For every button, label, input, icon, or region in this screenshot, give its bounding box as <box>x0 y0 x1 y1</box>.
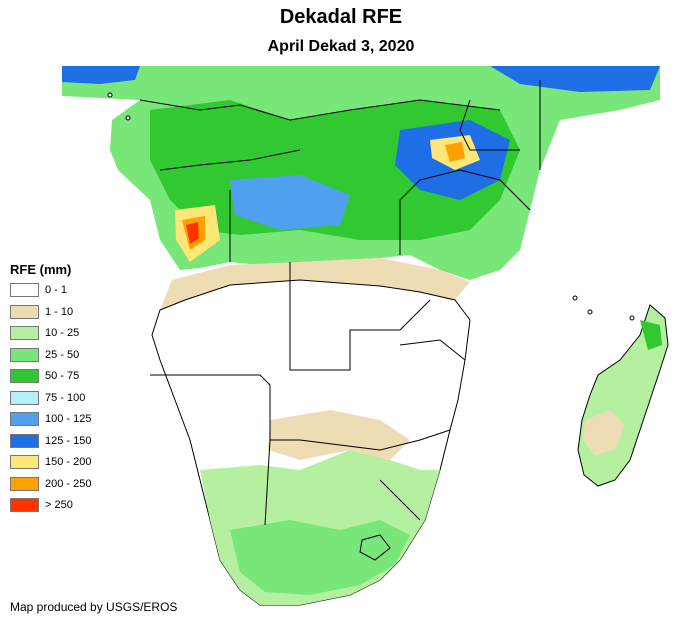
heavy-rain-zone-2 <box>230 175 350 230</box>
legend-label: 10 - 25 <box>45 327 80 339</box>
peak-rain-zone <box>186 222 199 244</box>
legend-swatch <box>10 476 39 491</box>
legend-swatch <box>10 433 39 448</box>
legend-label: > 250 <box>45 499 73 511</box>
country-borders <box>139 80 541 561</box>
legend-label: 125 - 150 <box>45 434 92 447</box>
legend-swatch <box>10 390 39 405</box>
dry-patch-south <box>268 410 410 460</box>
credit-text: Map produced by USGS/EROS <box>10 600 178 614</box>
legend-item: 200 - 250 <box>10 476 91 492</box>
map-title: Dekadal RFE <box>279 6 403 28</box>
legend-swatch <box>10 412 39 426</box>
small-islands <box>107 92 635 321</box>
legend-swatch <box>10 304 39 319</box>
legend-label: 25 - 50 <box>45 348 80 361</box>
wet-zone-south-core <box>230 520 410 595</box>
legend-item: 125 - 150 <box>10 433 91 449</box>
legend-label: 1 - 10 <box>45 305 74 318</box>
legend-swatch <box>10 498 39 512</box>
madagascar-dry-patch <box>583 410 625 455</box>
legend-swatch <box>10 369 39 383</box>
madagascar-wet-patch <box>640 320 662 350</box>
legend-title: RFE (mm) <box>10 262 72 277</box>
map-subtitle: April Dekad 3, 2020 <box>267 38 415 55</box>
legend-item: > 250 <box>10 497 73 513</box>
legend-label: 0 - 1 <box>45 284 68 296</box>
legend-swatch <box>10 326 39 340</box>
legend-label: 150 - 200 <box>45 456 92 468</box>
legend-label: 200 - 250 <box>45 477 92 490</box>
dry-transition-band <box>160 258 470 330</box>
legend-item: 75 - 100 <box>10 390 85 406</box>
legend-item: 50 - 75 <box>10 368 79 384</box>
legend-label: 75 - 100 <box>45 391 86 404</box>
legend-swatch <box>10 283 39 297</box>
legend-item: 100 - 125 <box>10 411 91 427</box>
legend-label: 50 - 75 <box>45 370 80 382</box>
legend-item: 10 - 25 <box>10 325 79 341</box>
legend-item: 0 - 1 <box>10 282 67 298</box>
legend-swatch <box>10 347 39 362</box>
legend-label: 100 - 125 <box>45 413 92 425</box>
legend-item: 150 - 200 <box>10 454 91 470</box>
legend-swatch <box>10 455 39 469</box>
legend-item: 1 - 10 <box>10 304 73 320</box>
legend-item: 25 - 50 <box>10 347 79 363</box>
heavy-rain-zone-3 <box>62 66 660 92</box>
